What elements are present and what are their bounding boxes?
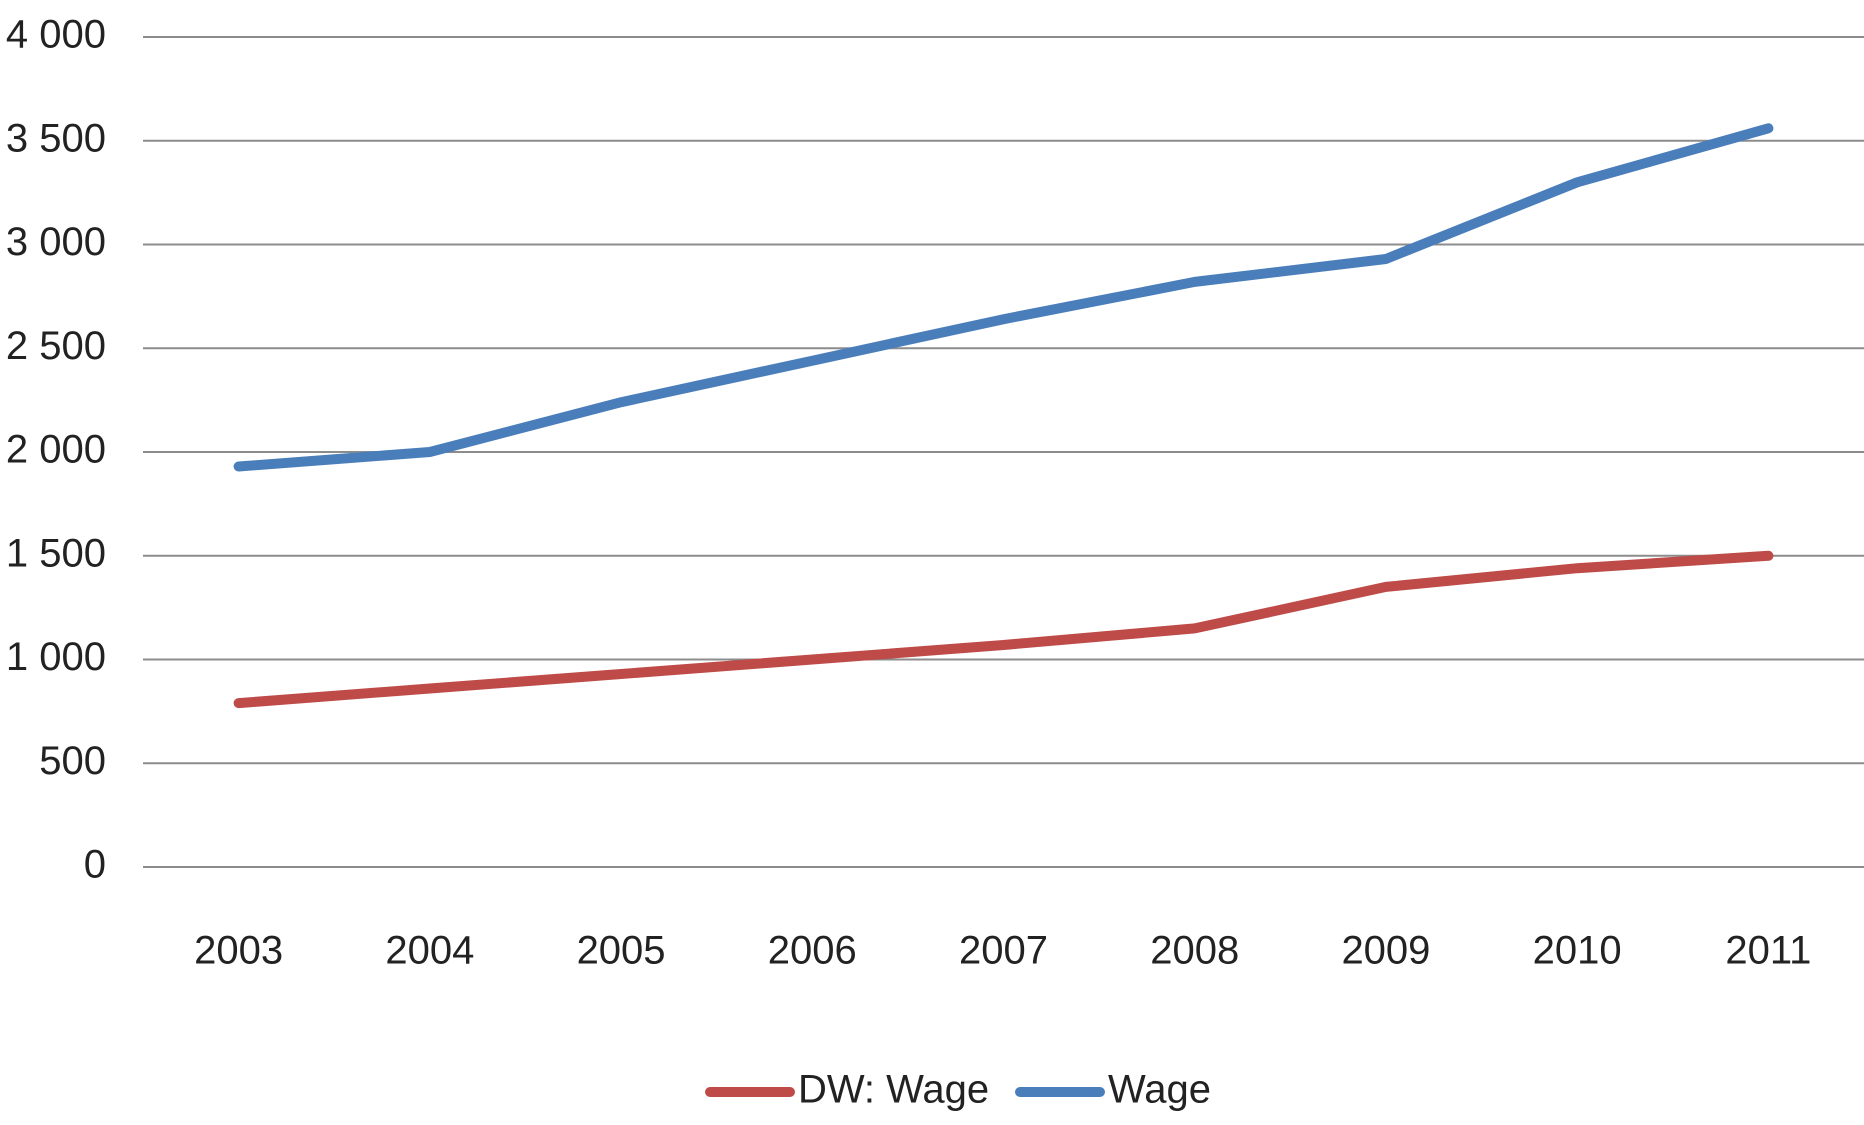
y-tick-label: 3 000 <box>6 220 106 264</box>
x-tick-label: 2005 <box>577 929 666 973</box>
y-tick-label: 2 500 <box>6 324 106 368</box>
y-tick-label: 1 500 <box>6 531 106 575</box>
x-tick-label: 2003 <box>194 929 283 973</box>
x-tick-label: 2007 <box>959 929 1048 973</box>
x-tick-label: 2006 <box>768 929 857 973</box>
y-tick-label: 500 <box>39 739 106 783</box>
y-tick-label: 1 000 <box>6 635 106 679</box>
x-tick-label: 2010 <box>1533 929 1622 973</box>
y-tick-label: 0 <box>84 843 106 887</box>
legend-label: Wage <box>1108 1068 1211 1112</box>
series-line <box>233 550 1774 709</box>
legend-label: DW: Wage <box>798 1068 989 1112</box>
x-tick-label: 2009 <box>1341 929 1430 973</box>
y-tick-label: 4 000 <box>6 13 106 57</box>
x-tick-label: 2011 <box>1725 929 1811 973</box>
y-tick-label: 3 500 <box>6 116 106 160</box>
series-line <box>233 123 1774 472</box>
x-tick-label: 2008 <box>1150 929 1239 973</box>
x-tick-label: 2004 <box>385 929 474 973</box>
y-tick-label: 2 000 <box>6 428 106 472</box>
